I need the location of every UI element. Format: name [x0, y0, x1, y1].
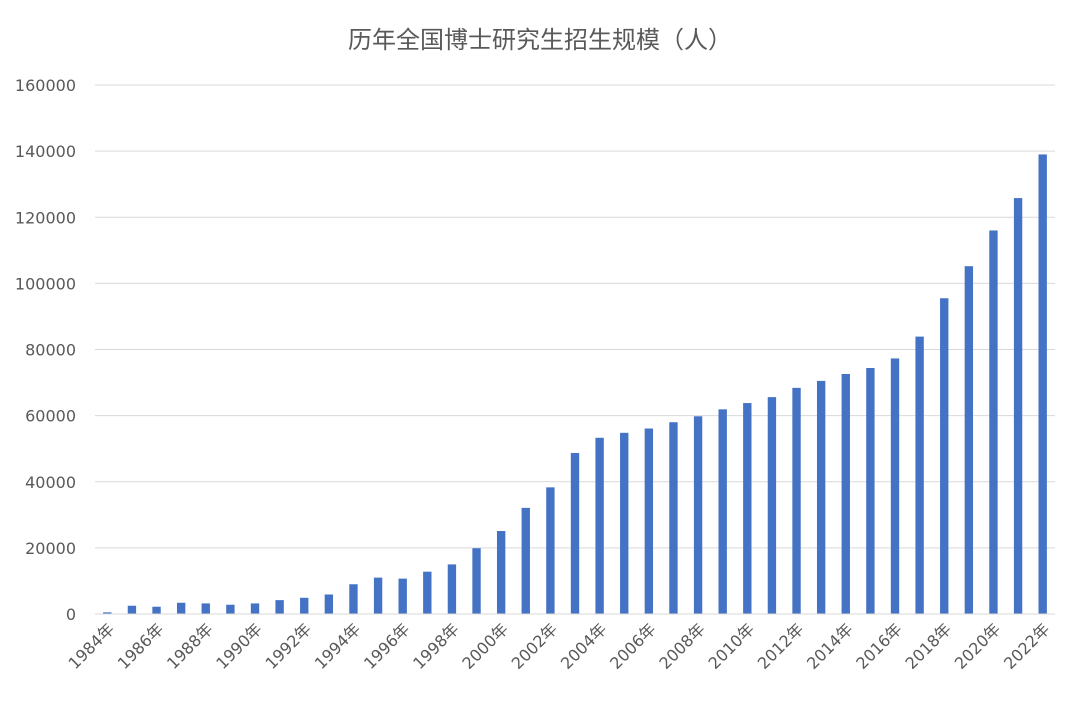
y-tick-label: 120000: [15, 208, 76, 227]
bar: [866, 368, 875, 614]
x-tick-label: 2010年: [705, 619, 759, 673]
bar: [767, 397, 777, 614]
y-tick-label: 160000: [15, 76, 76, 95]
x-tick-label: 1992年: [262, 619, 316, 673]
bar: [103, 612, 112, 614]
bar: [595, 437, 604, 614]
y-tick-label: 80000: [25, 341, 76, 360]
bars: [103, 154, 1047, 615]
x-tick-label: 1996年: [360, 619, 414, 673]
bar: [546, 487, 555, 614]
bar: [964, 266, 974, 614]
gridlines: [95, 84, 1055, 549]
x-tick-label: 2014年: [803, 619, 857, 673]
bar: [841, 373, 850, 614]
x-tick-label: 1984年: [65, 619, 119, 673]
x-tick-label: 1998年: [409, 619, 463, 673]
x-tick-label: 2006年: [606, 619, 660, 673]
x-tick-label: 2000年: [458, 619, 512, 673]
bar: [127, 605, 137, 614]
bar: [398, 578, 407, 614]
y-tick-label: 40000: [25, 473, 76, 492]
bar: [300, 597, 309, 614]
x-tick-label: 2016年: [852, 619, 906, 673]
bar: [472, 548, 481, 614]
y-axis-tick-labels: 0 20000 40000 60000 80000 100000 120000 140000 1…: [15, 76, 76, 624]
bar: [915, 336, 924, 614]
bar: [152, 606, 161, 614]
bar: [890, 358, 900, 614]
bar: [989, 230, 998, 614]
bar: [324, 594, 334, 614]
bar: [275, 600, 284, 614]
bar: [644, 428, 654, 614]
bar: [669, 422, 678, 614]
x-tick-label: 2008年: [655, 619, 709, 673]
x-tick-label: 2020年: [951, 619, 1005, 673]
bar: [718, 409, 727, 614]
bar: [792, 387, 801, 614]
x-tick-label: 2022年: [1000, 619, 1054, 673]
y-tick-label: 100000: [15, 274, 76, 293]
x-tick-label: 1988年: [163, 619, 217, 673]
bar: [226, 604, 235, 614]
bar: [447, 564, 457, 614]
x-tick-label: 2002年: [508, 619, 562, 673]
chart-title: 历年全国博士研究生招生规模（人）: [348, 26, 732, 54]
bar: [570, 452, 580, 614]
bar: [816, 380, 826, 614]
bar: [373, 577, 383, 614]
bar: [620, 432, 629, 614]
bar: [1038, 154, 1047, 614]
bar: [176, 602, 186, 614]
y-tick-label: 140000: [15, 142, 76, 161]
x-axis-tick-labels: 1984年1986年1988年1990年1992年1994年1996年1998年…: [65, 619, 1054, 673]
x-tick-label: 2018年: [902, 619, 956, 673]
y-tick-label: 0: [66, 605, 76, 624]
x-tick-label: 1990年: [212, 619, 266, 673]
x-tick-label: 2012年: [754, 619, 808, 673]
y-tick-label: 20000: [25, 539, 76, 558]
bar: [693, 416, 703, 614]
bar: [743, 403, 752, 614]
bar: [521, 507, 530, 614]
x-tick-label: 2004年: [557, 619, 611, 673]
bar: [423, 571, 432, 614]
x-tick-label: 1994年: [311, 619, 365, 673]
bar: [940, 298, 949, 614]
bar: [201, 603, 210, 614]
bar: [1013, 198, 1023, 615]
y-tick-label: 60000: [25, 407, 76, 426]
bar: [349, 584, 358, 614]
bar: [496, 531, 506, 614]
bar: [250, 603, 260, 614]
x-tick-label: 1986年: [114, 619, 168, 673]
